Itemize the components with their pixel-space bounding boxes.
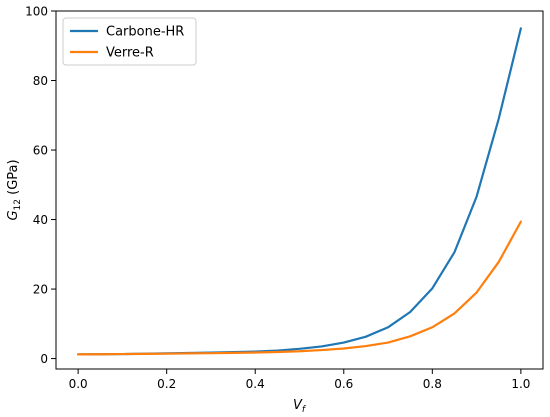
y-axis-symbol: G <box>6 210 21 220</box>
legend-label-carbone-hr: Carbone-HR <box>106 25 184 40</box>
x-tick-label: 0.6 <box>334 377 353 391</box>
legend: Carbone-HR Verre-R <box>62 17 197 66</box>
y-axis-subscript: 12 <box>13 199 23 210</box>
x-tick-label: 0.2 <box>157 377 176 391</box>
y-tick-label: 40 <box>33 213 48 227</box>
x-tick-label: 0.0 <box>69 377 88 391</box>
legend-box <box>62 17 197 66</box>
legend-label-verre-r: Verre-R <box>106 46 154 61</box>
plot-frame <box>55 10 544 370</box>
x-tick-label: 1.0 <box>511 377 530 391</box>
x-tick-label: 0.8 <box>423 377 442 391</box>
y-tick-label: 0 <box>40 352 48 366</box>
y-axis-ticks: 0 20 40 60 80 100 <box>25 5 56 366</box>
x-axis-title: Vf <box>293 398 307 415</box>
y-tick-label: 100 <box>25 5 48 19</box>
x-axis-subscript: f <box>302 405 307 415</box>
x-tick-label: 0.4 <box>246 377 265 391</box>
x-axis-symbol: V <box>293 398 303 413</box>
y-axis-unit: (GPa) <box>6 159 21 199</box>
y-tick-label: 20 <box>33 283 48 297</box>
plot-lines <box>77 27 522 356</box>
x-axis-ticks: 0.0 0.2 0.4 0.6 0.8 1.0 <box>69 369 530 391</box>
series-line-verre-r <box>77 220 522 356</box>
y-tick-label: 80 <box>33 74 48 88</box>
y-tick-label: 60 <box>33 144 48 158</box>
y-axis-title: G12 (GPa) <box>6 159 23 220</box>
